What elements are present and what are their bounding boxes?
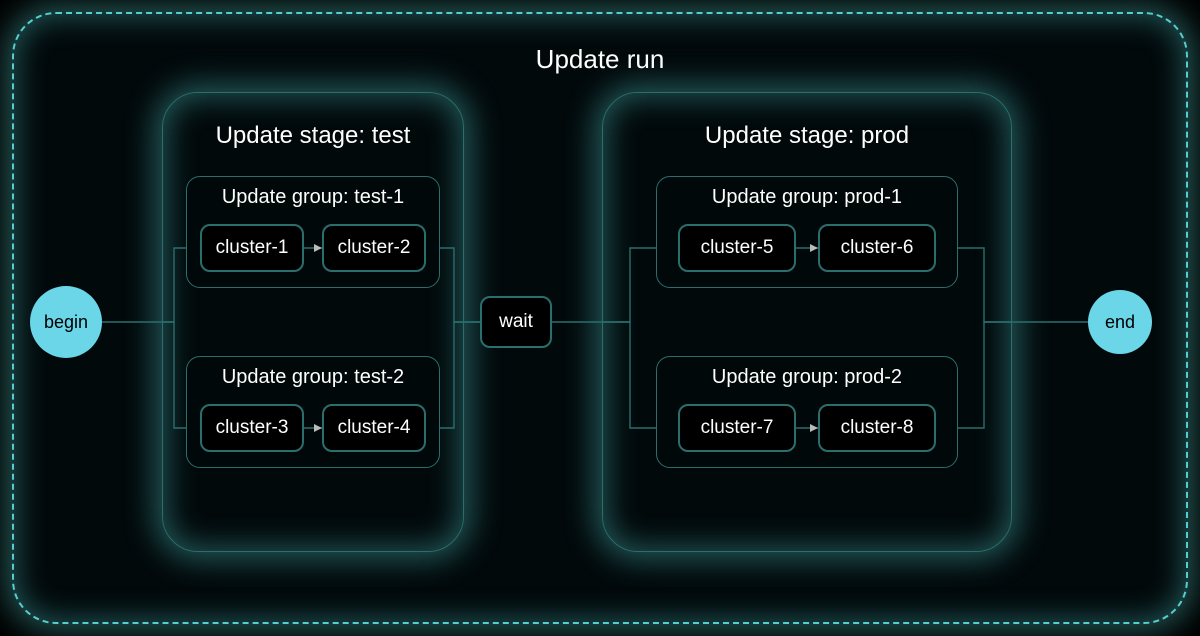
diagram-canvas: Update run Update stage: test Update gro… — [0, 0, 1200, 636]
cluster-7-label: cluster-7 — [701, 417, 774, 439]
stage-prod — [602, 92, 1012, 552]
cluster-3: cluster-3 — [200, 404, 304, 452]
cluster-8-label: cluster-8 — [841, 417, 914, 439]
end-node: end — [1088, 290, 1152, 354]
begin-node: begin — [30, 286, 102, 358]
wait-label: wait — [499, 311, 533, 333]
cluster-7: cluster-7 — [678, 404, 796, 452]
stage-prod-title: Update stage: prod — [602, 122, 1012, 150]
end-label: end — [1105, 312, 1135, 333]
group-prod-1-title: Update group: prod-1 — [656, 186, 958, 209]
update-run-title: Update run — [0, 44, 1200, 75]
cluster-8: cluster-8 — [818, 404, 936, 452]
cluster-3-label: cluster-3 — [216, 417, 289, 439]
group-prod-2-title: Update group: prod-2 — [656, 366, 958, 389]
cluster-5-label: cluster-5 — [701, 237, 774, 259]
wait-node: wait — [480, 296, 552, 348]
cluster-5: cluster-5 — [678, 224, 796, 272]
cluster-4: cluster-4 — [322, 404, 426, 452]
cluster-1: cluster-1 — [200, 224, 304, 272]
stage-test-title: Update stage: test — [162, 122, 464, 150]
cluster-2-label: cluster-2 — [338, 237, 411, 259]
cluster-2: cluster-2 — [322, 224, 426, 272]
group-test-1-title: Update group: test-1 — [186, 186, 440, 209]
cluster-6: cluster-6 — [818, 224, 936, 272]
stage-test — [162, 92, 464, 552]
cluster-1-label: cluster-1 — [216, 237, 289, 259]
group-test-2-title: Update group: test-2 — [186, 366, 440, 389]
begin-label: begin — [44, 312, 88, 333]
cluster-6-label: cluster-6 — [841, 237, 914, 259]
cluster-4-label: cluster-4 — [338, 417, 411, 439]
